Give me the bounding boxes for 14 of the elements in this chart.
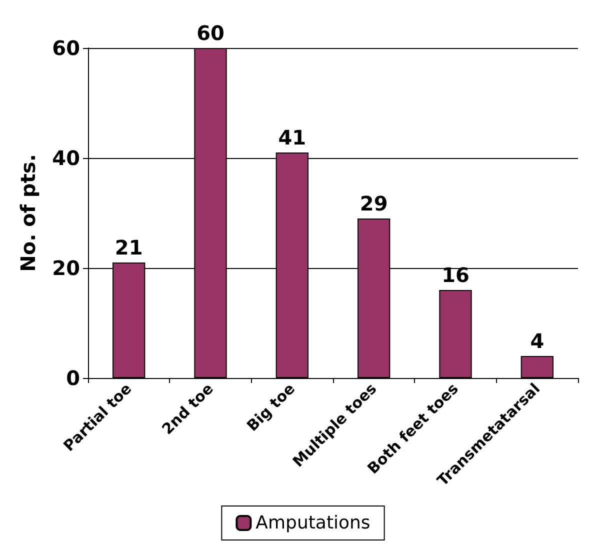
bar <box>520 356 554 378</box>
data-label: 60 <box>196 21 224 45</box>
data-label: 41 <box>278 126 306 150</box>
y-tick-label: 60 <box>52 36 80 60</box>
y-tick-label: 40 <box>52 146 80 170</box>
data-label: 21 <box>114 236 143 260</box>
y-axis-title: No. of pts. <box>16 154 40 272</box>
data-label: 29 <box>360 192 388 216</box>
data-label: 4 <box>530 329 544 353</box>
x-tick-label: Big toe <box>243 380 299 435</box>
legend-label: Amputations <box>256 512 370 534</box>
bar <box>439 290 472 378</box>
y-tick-label: 0 <box>66 366 80 390</box>
y-tick-label: 20 <box>52 256 80 280</box>
